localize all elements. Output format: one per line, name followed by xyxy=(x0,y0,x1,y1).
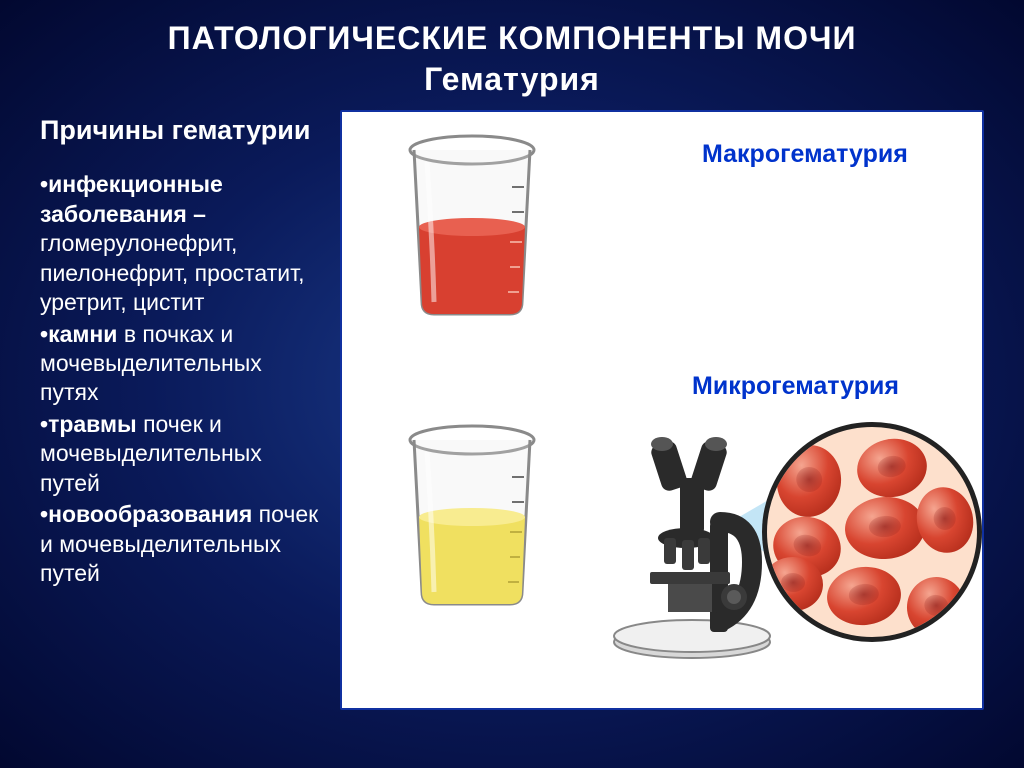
slide: ПАТОЛОГИЧЕСКИЕ КОМПОНЕНТЫ МОЧИ Гематурия… xyxy=(0,0,1024,768)
causes-column: Причины гематурии •инфекционные заболева… xyxy=(40,110,320,710)
cause-rest: гломерулонефрит, пиелонефрит, простатит,… xyxy=(40,230,304,315)
red-blood-cell-icon xyxy=(852,433,931,502)
cause-item: •инфекционные заболевания – гломерулонеф… xyxy=(40,170,320,317)
cells-circle xyxy=(762,422,982,642)
cause-strong: травмы xyxy=(48,411,143,437)
blood-cells-view xyxy=(762,422,982,642)
microhematuria-label: Микрогематурия xyxy=(692,372,899,401)
bullet-icon: • xyxy=(40,411,48,437)
cause-strong: инфекционные заболевания – xyxy=(40,171,223,226)
causes-heading: Причины гематурии xyxy=(40,114,320,146)
red-blood-cell-icon xyxy=(911,482,979,558)
illustration-panel: Макрогематурия Микрогематурия xyxy=(340,110,984,710)
slide-subtitle: Гематурия xyxy=(40,61,984,98)
red-blood-cell-icon xyxy=(902,572,970,641)
bullet-icon: • xyxy=(40,171,48,197)
cause-item: •травмы почек и мочевыделительных путей xyxy=(40,410,320,498)
red-blood-cell-icon xyxy=(843,494,927,561)
bullet-icon: • xyxy=(40,321,48,347)
content-row: Причины гематурии •инфекционные заболева… xyxy=(40,110,984,710)
slide-title: ПАТОЛОГИЧЕСКИЕ КОМПОНЕНТЫ МОЧИ xyxy=(40,20,984,57)
red-blood-cell-icon xyxy=(824,563,904,628)
macrohematuria-label: Макрогематурия xyxy=(702,140,908,169)
beaker-micro-icon xyxy=(392,422,552,612)
cause-item: •новообразования почек и мочевыделительн… xyxy=(40,500,320,588)
cause-item: •камни в почках и мочевыделительных путя… xyxy=(40,320,320,408)
bullet-icon: • xyxy=(40,501,48,527)
red-blood-cell-icon xyxy=(772,441,845,521)
cause-strong: новообразования xyxy=(48,501,259,527)
microscope-icon xyxy=(602,432,782,662)
cause-strong: камни xyxy=(48,321,124,347)
beaker-macro-icon xyxy=(392,132,552,322)
